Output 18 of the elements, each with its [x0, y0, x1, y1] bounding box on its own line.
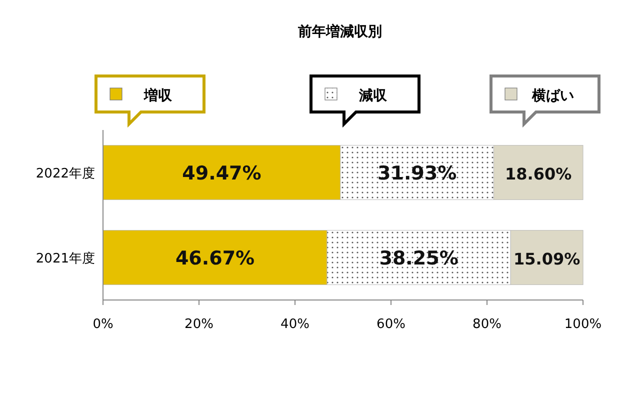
data-label: 18.60%	[505, 164, 572, 184]
x-tick-label: 0%	[92, 317, 114, 332]
x-tick-label: 80%	[472, 317, 502, 332]
y-tick-label: 2021年度	[36, 250, 95, 266]
text: 減収	[359, 88, 387, 104]
data-label: 46.67%	[175, 248, 255, 270]
legend-label: 増収	[143, 87, 173, 104]
chart-title: 前年増減収別	[297, 23, 382, 40]
x-tick-label: 100%	[564, 317, 602, 332]
x-tick-label: 60%	[376, 317, 406, 332]
legend-label: 横ばい	[531, 88, 574, 104]
y-tick-label: 2022年度	[36, 166, 95, 182]
data-label: 15.09%	[514, 250, 580, 268]
data-label: 49.47%	[182, 162, 262, 184]
data-label: 38.25%	[379, 248, 458, 270]
x-tick-label: 40%	[280, 317, 310, 332]
data-label: 31.93%	[378, 162, 457, 184]
x-tick-label: 20%	[184, 317, 214, 332]
